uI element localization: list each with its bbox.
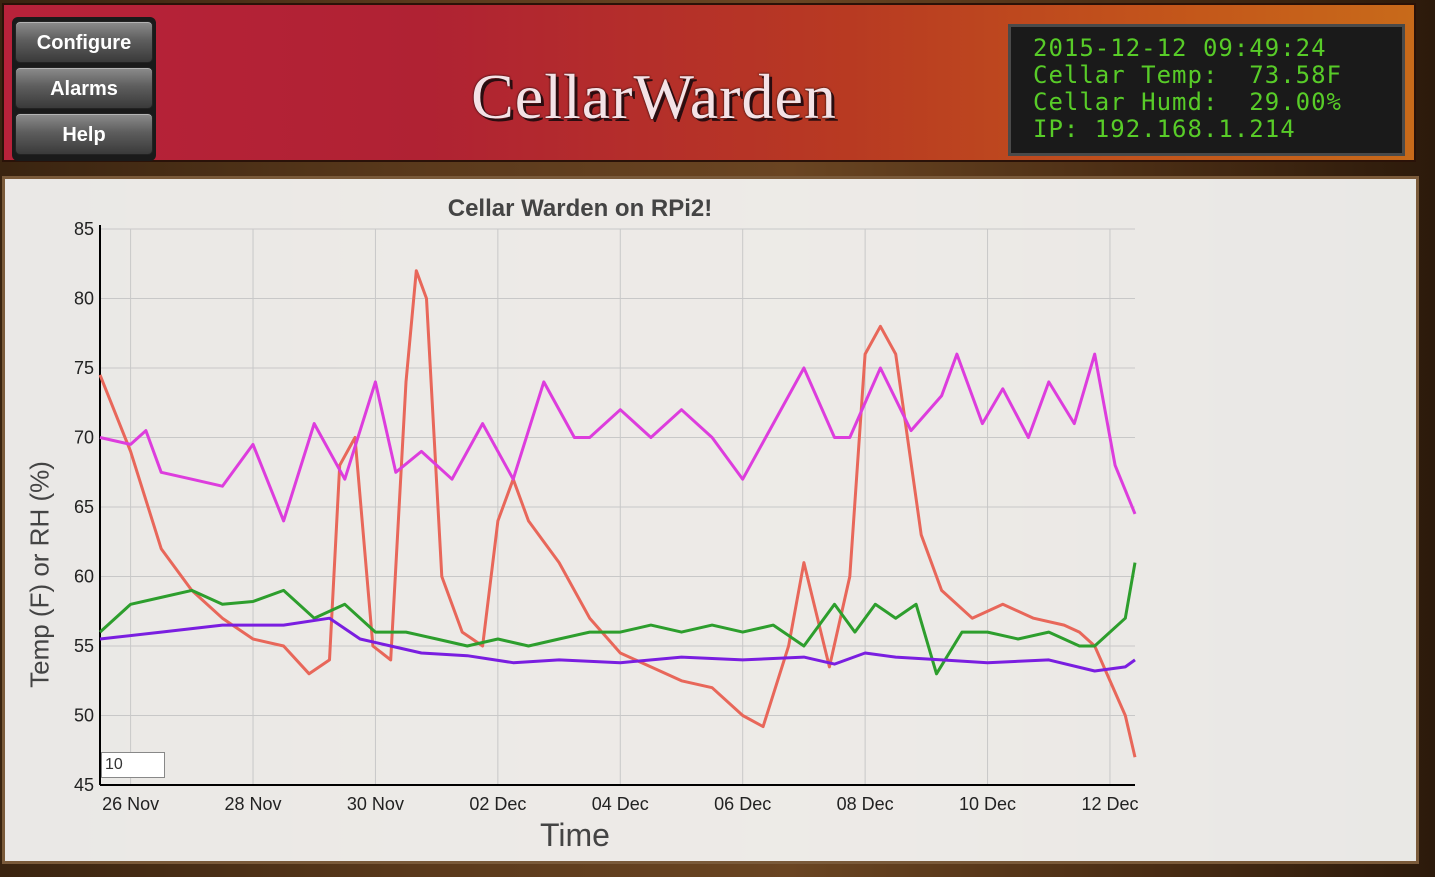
main-menu: Configure Alarms Help bbox=[12, 17, 156, 161]
y-tick-label: 70 bbox=[74, 428, 94, 448]
x-axis-label: Time bbox=[540, 817, 610, 853]
y-tick-label: 45 bbox=[74, 775, 94, 795]
app-header: Configure Alarms Help CellarWarden 2015-… bbox=[2, 3, 1416, 162]
series-line-temp-3 bbox=[99, 616, 1136, 673]
lcd-status-display: 2015-12-12 09:49:24 Cellar Temp: 73.58F … bbox=[1008, 24, 1405, 156]
lcd-cellar-humidity: Cellar Humd: 29.00% bbox=[1033, 88, 1342, 116]
x-tick-label: 08 Dec bbox=[837, 794, 894, 814]
lcd-cellar-temp: Cellar Temp: 73.58F bbox=[1033, 61, 1342, 89]
chart-title: Cellar Warden on RPi2! bbox=[447, 195, 713, 222]
y-tick-label: 50 bbox=[74, 706, 94, 726]
x-tick-label: 04 Dec bbox=[592, 794, 649, 814]
x-tick-label: 02 Dec bbox=[469, 794, 526, 814]
x-tick-label: 30 Nov bbox=[347, 794, 404, 814]
series-line-temp-1 bbox=[98, 269, 1137, 758]
x-tick-label: 26 Nov bbox=[102, 794, 159, 814]
x-tick-label: 12 Dec bbox=[1081, 794, 1138, 814]
y-tick-label: 55 bbox=[74, 636, 94, 656]
alarms-button[interactable]: Alarms bbox=[15, 67, 153, 109]
series-line-humidity bbox=[99, 352, 1137, 523]
roll-period-input[interactable] bbox=[101, 752, 165, 778]
y-tick-label: 60 bbox=[74, 567, 94, 587]
x-tick-label: 10 Dec bbox=[959, 794, 1016, 814]
y-tick-label: 75 bbox=[74, 358, 94, 378]
configure-button[interactable]: Configure bbox=[15, 21, 153, 63]
y-tick-label: 85 bbox=[74, 219, 94, 239]
series-line-temp-2 bbox=[98, 562, 1137, 676]
x-tick-label: 06 Dec bbox=[714, 794, 771, 814]
chart-panel: Cellar Warden on RPi2! 45 50 55 60 65 70 75 80 8… bbox=[2, 176, 1419, 864]
lcd-ip-address: IP: 192.168.1.214 bbox=[1033, 115, 1296, 143]
x-tick-label: 28 Nov bbox=[225, 794, 282, 814]
app-logo: CellarWarden bbox=[471, 61, 837, 132]
y-axis-label: Temp (F) or RH (%) bbox=[24, 461, 55, 688]
line-chart[interactable]: 45 50 55 60 65 70 75 80 85 26 Nov 28 Nov 30 Nov 02 D… bbox=[5, 179, 1416, 861]
y-tick-label: 80 bbox=[74, 289, 94, 309]
y-tick-label: 65 bbox=[74, 497, 94, 517]
help-button[interactable]: Help bbox=[15, 113, 153, 155]
lcd-datetime: 2015-12-12 09:49:24 bbox=[1033, 34, 1327, 62]
